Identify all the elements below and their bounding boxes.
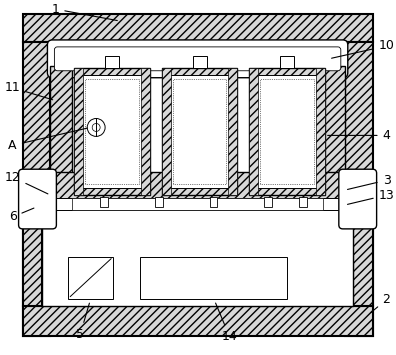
Bar [209,197,217,207]
Circle shape [87,119,105,136]
Text: A: A [8,128,88,152]
Bar [192,56,207,68]
FancyBboxPatch shape [54,47,341,71]
Bar [50,198,345,210]
Text: 1: 1 [51,2,117,21]
Bar [81,75,143,188]
Bar [280,56,294,68]
Bar [162,68,171,195]
Bar [353,207,373,306]
Bar [42,207,353,306]
FancyBboxPatch shape [19,169,56,229]
Bar [50,172,345,200]
Bar [249,68,325,195]
Bar [173,79,227,184]
Text: 2: 2 [371,293,390,313]
Bar [316,68,325,195]
Bar [155,197,163,207]
Text: 10: 10 [331,39,394,58]
Bar [74,68,150,195]
Bar [260,79,314,184]
Bar [74,68,83,195]
Bar [23,306,373,336]
Bar [85,79,139,184]
Bar [72,198,323,210]
Bar [299,197,307,207]
Text: 12: 12 [5,171,48,194]
Text: 5: 5 [76,303,89,341]
Bar [323,66,345,200]
Bar [264,197,272,207]
Bar [256,75,318,188]
Bar [50,66,72,200]
Circle shape [92,124,100,131]
Text: 14: 14 [215,303,237,343]
Text: 3: 3 [348,174,390,190]
Text: 11: 11 [5,81,53,100]
Text: 6: 6 [9,208,34,223]
Bar [249,68,258,195]
FancyBboxPatch shape [339,169,377,229]
Bar [23,42,50,336]
Bar [100,197,108,207]
FancyBboxPatch shape [48,40,348,78]
Bar [23,14,373,42]
Bar [169,75,230,188]
Bar [228,68,237,195]
Bar [345,42,373,336]
Text: 13: 13 [348,189,394,204]
Bar [141,68,150,195]
Bar [23,207,42,306]
Text: 4: 4 [327,129,390,142]
Bar [140,257,287,299]
Bar [162,68,237,195]
Bar [105,56,119,68]
Bar [69,257,113,299]
